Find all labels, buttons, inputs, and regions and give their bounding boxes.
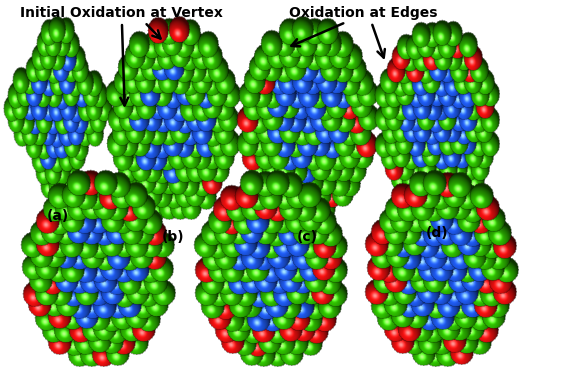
Text: Initial Oxidation at Vertex: Initial Oxidation at Vertex	[20, 6, 223, 20]
Text: (d): (d)	[426, 226, 448, 240]
Text: (c): (c)	[297, 230, 318, 244]
Text: Oxidation at Edges: Oxidation at Edges	[289, 6, 437, 20]
Text: (b): (b)	[162, 230, 184, 244]
Text: (a): (a)	[47, 209, 69, 223]
